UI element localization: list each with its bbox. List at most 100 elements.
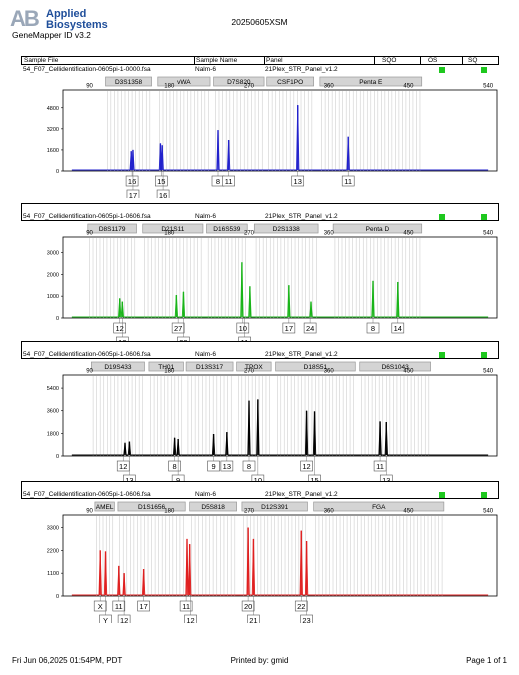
panel-name: 21Plex_STR_Panel_v1.2 — [265, 213, 338, 220]
allele-call-box — [291, 175, 305, 187]
trace-line — [71, 105, 489, 171]
x-tick-label: 270 — [244, 509, 255, 515]
allele-call-label: 11 — [225, 177, 233, 186]
footer-page: Page 1 of 1 — [466, 656, 507, 665]
locus-label: D13S317 — [196, 364, 223, 371]
column-header-panel: Panel — [266, 57, 283, 64]
locus-box — [185, 361, 234, 372]
x-tick-label: 180 — [164, 509, 175, 515]
applied-biosystems-logo: AB Applied Biosystems — [10, 8, 135, 40]
x-tick-label: 90 — [86, 231, 93, 237]
x-tick-label: 450 — [403, 231, 414, 237]
x-tick-label: 270 — [244, 231, 255, 237]
allele-call-box — [137, 600, 150, 612]
allele-call-label: 13 — [382, 476, 390, 483]
x-tick-label: 90 — [86, 509, 93, 515]
locus-box — [359, 361, 431, 372]
x-tick-label: 540 — [483, 509, 494, 515]
sample-name: Nalm-6 — [195, 213, 216, 220]
column-header-sqo: SQO — [382, 57, 397, 64]
allele-call-label: 13 — [223, 462, 231, 471]
locus-label: D3S1358 — [115, 79, 142, 86]
allele-call-box — [125, 175, 139, 187]
allele-call-box — [117, 614, 131, 623]
allele-call-box — [241, 600, 255, 612]
allele-call-box — [366, 322, 380, 334]
footer-printed-by: Printed by: gmid — [230, 656, 289, 665]
locus-label: D6S1043 — [382, 364, 409, 371]
column-divider — [264, 57, 265, 65]
footer-date: Fri Jun 06,2025 01:54PM, PDT — [12, 656, 123, 665]
x-tick-label: 270 — [244, 84, 255, 90]
allele-call-box — [308, 474, 321, 483]
x-tick-label: 450 — [403, 84, 414, 90]
locus-box — [236, 361, 272, 372]
locus-box — [319, 76, 423, 87]
plot-frame — [62, 514, 498, 597]
locus-box — [90, 361, 145, 372]
panel-name: 21Plex_STR_Panel_v1.2 — [265, 351, 338, 358]
allele-call-box — [391, 322, 405, 334]
column-divider — [374, 57, 375, 65]
plot-frame — [62, 236, 498, 319]
locus-label: Penta E — [359, 79, 383, 86]
locus-label: D5S818 — [201, 504, 225, 511]
x-tick-label: 540 — [483, 369, 494, 375]
allele-call-label: 11 — [115, 602, 123, 611]
allele-call-box — [300, 460, 313, 472]
sample-file-name: 54_F07_Cellidentification-0605pi-1-0000.… — [23, 66, 151, 73]
allele-call-label: 16 — [128, 177, 136, 186]
sample-file-name: 54_F07_Cellidentification-0605pi-1-0606.… — [23, 491, 151, 498]
allele-call-label: 14 — [394, 324, 402, 333]
allele-call-box — [379, 474, 393, 483]
panel-name: 21Plex_STR_Panel_v1.2 — [265, 491, 338, 498]
allele-call-box — [247, 614, 260, 623]
x-tick-label: 90 — [86, 369, 93, 375]
sample-row-frame — [21, 341, 499, 359]
sample-file-name: 54_F07_Cellidentification-0605pi-1-0606.… — [23, 213, 151, 220]
allele-call-box — [222, 175, 235, 187]
column-divider — [462, 57, 463, 65]
locus-box — [94, 501, 115, 512]
trace-line — [71, 527, 489, 596]
allele-call-box — [242, 460, 256, 472]
allele-call-label: 12 — [116, 324, 124, 333]
column-header-os: OS — [428, 57, 438, 64]
locus-box — [105, 76, 152, 87]
locus-label: D2S1338 — [273, 226, 300, 233]
allele-call-label: 27 — [174, 324, 182, 333]
x-tick-label: 360 — [324, 509, 335, 515]
y-tick-label: 3600 — [47, 409, 59, 415]
allele-call-label: 8 — [247, 462, 251, 471]
allele-call-label: 11 — [182, 602, 190, 611]
y-tick-label: 2000 — [47, 272, 59, 278]
column-divider — [420, 57, 421, 65]
quality-ok-indicator — [481, 352, 487, 358]
locus-label: D12S391 — [261, 504, 288, 511]
locus-box — [332, 223, 423, 234]
allele-call-box — [116, 460, 130, 472]
allele-call-label: 8 — [216, 177, 220, 186]
allele-call-box — [171, 322, 185, 334]
trace-line — [71, 262, 489, 318]
allele-call-label: 22 — [297, 602, 305, 611]
x-tick-label: 450 — [403, 509, 414, 515]
allele-call-label: 21 — [249, 616, 257, 623]
y-tick-label: 1600 — [47, 148, 59, 154]
allele-call-box — [155, 175, 168, 187]
locus-box — [148, 361, 184, 372]
allele-call-label: 24 — [306, 324, 314, 333]
y-tick-label: 3000 — [47, 250, 59, 256]
locus-box — [253, 223, 319, 234]
allele-call-box — [93, 600, 107, 612]
allele-call-label: 11 — [344, 177, 352, 186]
allele-call-box — [341, 175, 355, 187]
electropherogram-chart: D3S1358 vWA D7S820 CSF1PO Penta E 90 180 270 360… — [47, 76, 498, 198]
sample-file-name: 54_F07_Cellidentification-0605pi-1-0606.… — [23, 351, 151, 358]
locus-label: D19S433 — [104, 364, 131, 371]
allele-call-label: 8 — [173, 462, 177, 471]
allele-call-box — [113, 322, 126, 334]
column-header-sq: SQ — [468, 57, 478, 64]
allele-call-label: 17 — [139, 602, 147, 611]
x-tick-label: 180 — [164, 369, 175, 375]
